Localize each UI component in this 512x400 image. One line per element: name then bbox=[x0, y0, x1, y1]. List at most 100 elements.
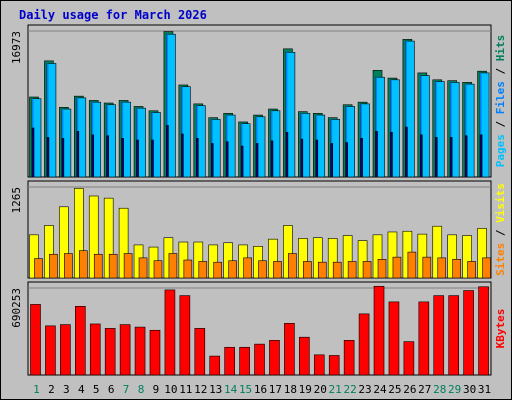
files-bar-shade bbox=[450, 82, 452, 177]
kbytes-bar bbox=[45, 325, 56, 376]
sites-bar bbox=[213, 261, 223, 279]
sites-bar bbox=[153, 260, 163, 279]
pages-bar bbox=[181, 133, 184, 178]
day-label: 24 bbox=[373, 383, 387, 396]
legend-item: / bbox=[494, 114, 507, 134]
day-label: 12 bbox=[194, 383, 207, 396]
kbytes-bar bbox=[448, 295, 459, 376]
day-label: 31 bbox=[478, 383, 491, 396]
pages-bar bbox=[270, 140, 274, 178]
kbytes-bar bbox=[104, 328, 116, 376]
sites-bar bbox=[362, 261, 372, 279]
sites-bar bbox=[467, 261, 476, 279]
day-label: 30 bbox=[463, 383, 476, 396]
day-label: 4 bbox=[78, 383, 85, 396]
legend-item: Files bbox=[494, 81, 507, 114]
sites-bar bbox=[228, 260, 237, 279]
pages-bar bbox=[420, 134, 423, 178]
day-label: 19 bbox=[299, 383, 312, 396]
sites-bar bbox=[64, 253, 73, 279]
chart-title: Daily usage for March 2026 bbox=[19, 8, 207, 22]
sites-bar bbox=[422, 256, 432, 279]
panel-3-y-max-label: 690253 bbox=[10, 288, 23, 328]
pages-bar bbox=[300, 138, 304, 178]
day-label: 21 bbox=[329, 383, 342, 396]
day-label: 26 bbox=[403, 383, 416, 396]
pages-bar bbox=[166, 125, 169, 178]
panel-1-y-max-label: 16973 bbox=[10, 31, 23, 64]
kbytes-bar bbox=[239, 346, 250, 376]
day-label: 7 bbox=[123, 383, 130, 396]
pages-bar bbox=[315, 139, 319, 178]
pages-bar bbox=[240, 145, 244, 178]
day-label: 14 bbox=[224, 383, 238, 396]
pages-bar bbox=[76, 131, 80, 178]
day-label: 1 bbox=[33, 383, 40, 396]
sites-bar bbox=[198, 261, 208, 279]
visits-bar bbox=[283, 225, 293, 279]
kbytes-bar bbox=[134, 326, 146, 376]
day-label: 17 bbox=[269, 383, 282, 396]
sites-bar bbox=[452, 258, 461, 279]
pages-bar bbox=[151, 139, 154, 178]
sites-bar bbox=[123, 253, 133, 279]
pages-bar bbox=[136, 139, 139, 178]
day-label: 8 bbox=[138, 383, 145, 396]
kbytes-bar bbox=[209, 355, 221, 376]
sites-bar bbox=[168, 253, 178, 279]
day-label: 22 bbox=[343, 383, 356, 396]
kbytes-bar bbox=[373, 285, 385, 376]
visits-bar bbox=[268, 238, 278, 279]
sites-bar bbox=[288, 253, 297, 279]
day-label: 10 bbox=[164, 383, 177, 396]
pages-bar bbox=[434, 137, 438, 178]
pages-bar bbox=[449, 137, 453, 178]
files-bar-shade bbox=[181, 86, 183, 177]
pages-bar bbox=[330, 143, 334, 178]
pages-bar bbox=[106, 135, 109, 178]
files-bar-shade bbox=[480, 72, 482, 177]
legend-item: Hits bbox=[494, 35, 507, 62]
pages-bar bbox=[390, 131, 393, 178]
pages-bar bbox=[360, 137, 363, 178]
sites-bar bbox=[332, 261, 342, 279]
kbytes-bar bbox=[433, 295, 445, 376]
visits-bar bbox=[74, 188, 84, 279]
kbytes-bar bbox=[269, 340, 280, 376]
visits-bar bbox=[88, 195, 99, 279]
pages-bar bbox=[210, 143, 214, 178]
kbytes-bar bbox=[224, 346, 235, 376]
day-label: 13 bbox=[209, 383, 222, 396]
sites-bar bbox=[49, 253, 58, 279]
day-label: 29 bbox=[448, 383, 461, 396]
files-bar-shade bbox=[390, 79, 392, 177]
day-label: 20 bbox=[314, 383, 327, 396]
sites-bar bbox=[34, 258, 43, 279]
kbytes-bar bbox=[254, 343, 265, 376]
legend-item: / bbox=[494, 223, 507, 243]
sites-bar bbox=[437, 257, 447, 279]
legend-item: KBytes bbox=[494, 309, 507, 349]
sites-bar bbox=[392, 256, 402, 279]
sites-bar bbox=[347, 261, 357, 279]
pages-bar bbox=[195, 137, 199, 178]
kbytes-bar bbox=[149, 329, 161, 376]
kbytes-bar bbox=[30, 304, 41, 376]
visits-bar bbox=[118, 207, 129, 279]
kbytes-bar bbox=[328, 355, 340, 376]
sites-bar bbox=[317, 261, 327, 279]
files-bar-shade bbox=[420, 75, 422, 177]
day-label: 3 bbox=[63, 383, 70, 396]
legend-item: Visits bbox=[494, 183, 507, 223]
files-bar-shade bbox=[345, 106, 348, 177]
files-bar-shade bbox=[166, 34, 168, 177]
kbytes-bar bbox=[403, 341, 415, 376]
sites-bar bbox=[273, 261, 282, 279]
pages-bar bbox=[464, 135, 468, 178]
kbytes-bar bbox=[313, 354, 325, 376]
visits-bar bbox=[477, 228, 487, 279]
kbytes-bar bbox=[343, 340, 355, 376]
kbytes-bar bbox=[119, 324, 131, 376]
